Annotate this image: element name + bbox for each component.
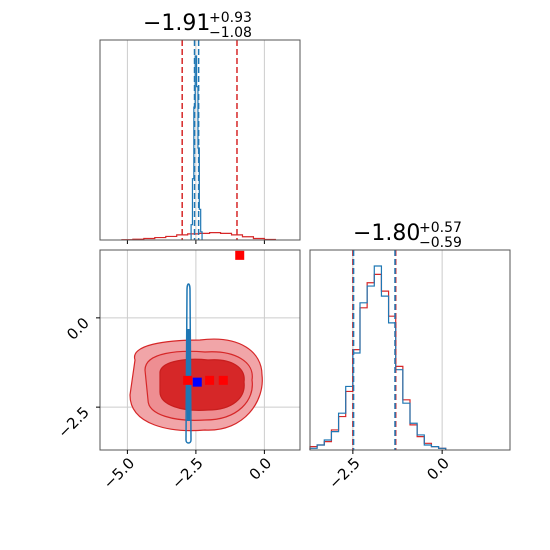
title-right-value: −1.80 (353, 221, 420, 246)
contour-blue-outer (185, 283, 192, 444)
marker-red-0 (235, 250, 245, 260)
title-right-upper: +0.57 (419, 220, 462, 236)
marker-red-2 (205, 375, 215, 385)
title-top-lower: −1.08 (209, 25, 252, 41)
scatter-panel: −5.0 −2.5 0.00.0−2.5 (54, 249, 301, 493)
axes-frame-right (309, 249, 511, 451)
marker-red-3 (218, 375, 228, 385)
hist-right-series-1 (309, 265, 447, 450)
title-top-upper: +0.93 (209, 10, 252, 26)
marker-blue (192, 377, 202, 387)
title-top-value: −1.91 (143, 11, 210, 36)
title-right-lower: −0.59 (419, 235, 462, 251)
title-right: −1.80 (353, 221, 420, 246)
axes-frame-2d (99, 249, 301, 451)
histogram-panel-top: −1.91 +0.93 −1.08 (99, 10, 301, 244)
contour-inner (159, 358, 245, 411)
title-top: −1.91 (143, 11, 210, 36)
hist-top-series-1 (190, 55, 203, 240)
contour-blue-inner (187, 329, 190, 421)
marker-red-1 (183, 375, 193, 385)
axes-frame-top (99, 39, 301, 241)
